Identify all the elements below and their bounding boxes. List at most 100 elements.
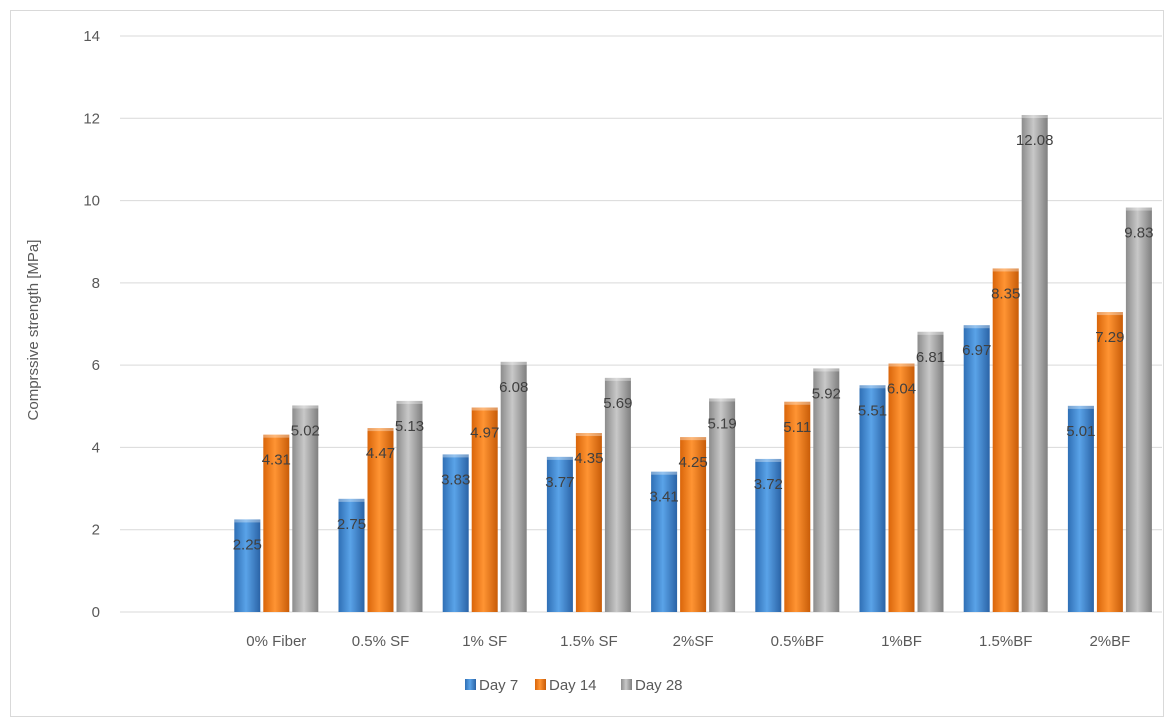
bar-cap [442,454,469,458]
bar-day-14 [680,437,707,612]
data-label: 5.02 [291,422,320,439]
data-label: 5.92 [812,385,841,402]
bar-cap [471,407,498,411]
y-tick-label: 0 [92,604,100,621]
legend-swatch [621,679,632,690]
bar-cap [1067,405,1094,409]
y-tick-label: 2 [92,522,100,539]
data-label: 8.35 [991,285,1020,302]
data-label: 4.35 [574,450,603,467]
data-label: 3.77 [545,474,574,491]
x-tick-label: 0.5%BF [771,633,824,650]
y-axis-title: Comprssive strength [MPa] [25,240,42,421]
x-tick-label: 1.5% SF [560,633,618,650]
bar-cap [396,400,423,404]
bar-day-7 [1067,405,1094,612]
data-label: 4.25 [678,454,707,471]
bar-cap [859,385,886,389]
bar-cap [575,433,602,437]
data-label: 5.13 [395,418,424,435]
bar-day-14 [992,268,1019,612]
bar-cap [500,361,527,365]
bar-cap [813,368,840,372]
bar-day-28 [396,400,423,612]
data-label: 4.47 [366,445,395,462]
x-tick-label: 1.5%BF [979,633,1032,650]
bar-day-14 [263,434,290,612]
data-label: 9.83 [1124,225,1153,242]
bar-day-7 [338,498,365,612]
x-tick-label: 0.5% SF [352,633,410,650]
bar-cap [963,325,990,329]
legend-swatch [535,679,546,690]
bar-day-14 [1096,312,1123,612]
data-label: 2.75 [337,516,366,533]
data-label: 4.31 [262,452,291,469]
bar-day-28 [917,331,944,612]
bar-day-28 [1125,207,1152,612]
bar-day-28 [813,368,840,612]
data-label: 4.97 [470,425,499,442]
data-label: 3.83 [441,471,470,488]
bar-day-7 [651,471,678,612]
bar-cap [292,405,319,409]
bar-day-28 [709,398,736,612]
legend-label: Day 14 [549,677,597,694]
bar-cap [1096,312,1123,316]
y-tick-label: 4 [92,439,100,456]
y-tick-label: 8 [92,275,100,292]
bar-day-7 [963,325,990,612]
bar-day-7 [859,385,886,612]
bar-cap [917,331,944,335]
bar-cap [234,519,261,523]
legend-item-day-7[interactable]: Day 7 [465,677,518,694]
data-label: 5.51 [858,402,887,419]
bar-cap [755,458,782,462]
bar-cap [680,437,707,441]
bar-cap [1021,114,1048,118]
bar-cap [651,471,678,475]
x-tick-label: 1%BF [881,633,922,650]
data-labels: 2.25 4.315.02 2.75 4.475.13 3.83 4.97 6.08 3.77… [233,132,1154,553]
bar-cap [784,401,811,405]
data-label: 2.25 [233,536,262,553]
bar-cap [367,428,394,432]
bar-day-28 [1021,114,1048,612]
legend-item-day-14[interactable]: Day 14 [535,677,597,694]
y-tick-label: 12 [83,110,100,127]
bar-cap [338,498,365,502]
bar-day-14 [888,363,915,612]
bar-cap [1125,207,1152,211]
data-label: 6.97 [962,342,991,359]
y-tick-label: 14 [83,28,100,45]
bar-day-14 [575,433,602,612]
data-label: 5.01 [1066,423,1095,440]
legend-item-day-28[interactable]: Day 28 [621,677,683,694]
x-axis: 0% Fiber 0.5% SF 1% SF 1.5% SF 2%SF 0.5%BF 1%B… [246,633,1130,650]
x-tick-label: 1% SF [462,633,507,650]
data-label: 6.04 [887,380,916,397]
legend-swatch [465,679,476,690]
bar-day-14 [471,407,498,612]
bar-day-7 [234,519,261,612]
bar-cap [263,434,290,438]
data-label: 5.69 [603,395,632,412]
bar-day-28 [292,405,319,612]
legend-label: Day 7 [479,677,518,694]
bar-cap [546,456,573,460]
y-tick-label: 10 [83,193,100,210]
x-tick-label: 2%BF [1089,633,1130,650]
legend-label: Day 28 [635,677,683,694]
data-label: 5.11 [783,419,811,436]
bar-day-28 [604,377,631,612]
bar-day-14 [367,428,394,612]
data-label: 3.41 [649,489,678,506]
legend[interactable]: Day 7 Day 14 Day 28 [465,677,683,694]
bar-cap [709,398,736,402]
data-label: 7.29 [1095,329,1124,346]
bar-day-14 [784,401,811,612]
data-label: 6.08 [499,379,528,396]
y-axis: 0 2 4 6 8 10 12 14 [83,28,100,621]
data-label: 5.19 [707,415,736,432]
